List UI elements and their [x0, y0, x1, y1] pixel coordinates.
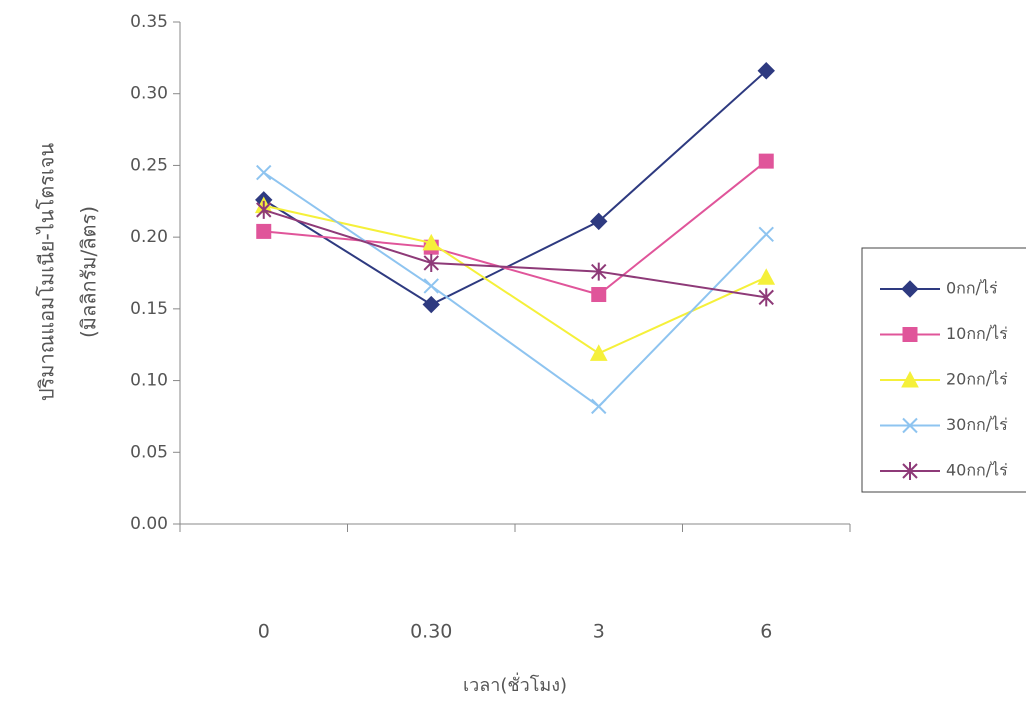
marker — [901, 280, 919, 298]
x-axis-label: เวลา(ชั่วโมง) — [463, 672, 567, 696]
marker — [256, 200, 272, 219]
marker — [757, 62, 775, 80]
marker — [758, 153, 774, 169]
series-line — [263, 70, 767, 306]
y-axis-label: ปริมาณแอมโมเนีย-ไนโตรเจน — [35, 143, 59, 402]
marker — [422, 295, 440, 314]
legend-label: 40กก/ไร่ — [946, 461, 1008, 480]
marker — [901, 370, 919, 388]
y-tick-label: 0.10 — [130, 371, 168, 391]
x-tick-label: 6 — [760, 621, 772, 643]
legend-label: 0กก/ไร่ — [946, 279, 998, 298]
marker — [591, 262, 607, 281]
marker — [423, 253, 439, 272]
y-tick-label: 0.05 — [130, 442, 168, 462]
marker — [757, 268, 776, 285]
x-tick-label: 0.30 — [410, 621, 452, 643]
marker — [902, 462, 918, 480]
legend-label: 30กก/ไร่ — [946, 415, 1008, 434]
y-tick-label: 0.00 — [130, 514, 168, 534]
x-tick-label: 3 — [593, 621, 605, 643]
legend-label: 10กก/ไร่ — [946, 324, 1008, 343]
marker — [902, 417, 918, 434]
series-line — [263, 204, 767, 355]
y-tick-label: 0.30 — [130, 84, 168, 104]
marker — [422, 233, 441, 251]
marker — [902, 327, 918, 342]
marker — [758, 288, 774, 307]
y-axis-label: (มิลลิกรัม/ลิตร) — [77, 206, 101, 338]
y-tick-label: 0.20 — [130, 227, 168, 247]
x-tick-label: 0 — [258, 621, 270, 643]
y-tick-label: 0.15 — [130, 299, 168, 319]
legend-label: 20กก/ไร่ — [946, 370, 1008, 389]
marker — [589, 344, 608, 361]
marker — [590, 212, 608, 231]
marker — [591, 398, 607, 415]
series-line — [263, 171, 767, 408]
y-tick-label: 0.35 — [130, 12, 168, 32]
marker — [758, 226, 774, 242]
marker — [423, 278, 439, 294]
marker — [256, 164, 272, 181]
series-line — [263, 160, 767, 296]
marker — [591, 287, 607, 303]
marker — [256, 223, 272, 239]
series-line — [263, 208, 767, 299]
y-tick-label: 0.25 — [130, 155, 168, 175]
